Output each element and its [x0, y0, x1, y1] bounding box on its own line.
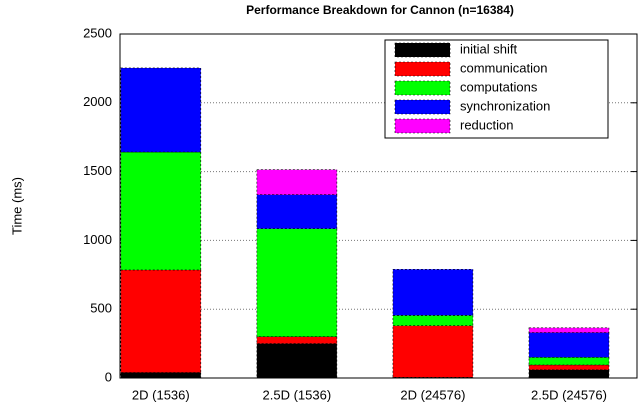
- legend-label: reduction: [460, 117, 513, 132]
- legend-label: initial shift: [460, 41, 517, 56]
- bar-segment: [528, 332, 610, 358]
- bar-segment: [120, 67, 202, 153]
- y-tick-label: 2000: [83, 94, 112, 109]
- bar-segment: [528, 364, 610, 371]
- y-tick-label: 1500: [83, 163, 112, 178]
- bar-segment: [392, 268, 474, 316]
- bar-segment: [120, 269, 202, 373]
- bar-segment: [528, 369, 610, 379]
- bar-segment: [528, 357, 610, 366]
- legend-swatch: [394, 61, 451, 77]
- bar-segment: [256, 169, 338, 196]
- bar-segment: [256, 228, 338, 338]
- legend-label: communication: [460, 60, 547, 75]
- legend-swatch: [394, 80, 451, 96]
- y-tick-label: 2500: [83, 25, 112, 40]
- bar-segment: [256, 336, 338, 344]
- y-tick-label: 500: [90, 301, 112, 316]
- x-tick-label: 2.5D (1536): [263, 387, 332, 402]
- bar-segment: [120, 372, 202, 379]
- y-axis-label: Time (ms): [9, 177, 24, 235]
- x-tick-label: 2D (1536): [132, 387, 190, 402]
- bar-segment: [392, 315, 474, 327]
- bar-segment: [392, 325, 474, 378]
- legend-label: computations: [460, 79, 538, 94]
- x-tick-label: 2.5D (24576): [531, 387, 607, 402]
- legend-swatch: [394, 99, 451, 115]
- y-tick-label: 0: [105, 369, 112, 384]
- y-tick-label: 1000: [83, 232, 112, 247]
- legend-swatch: [394, 42, 451, 58]
- bar-segment: [120, 151, 202, 271]
- legend-label: synchronization: [460, 98, 550, 113]
- legend-swatch: [394, 118, 451, 134]
- x-tick-label: 2D (24576): [400, 387, 465, 402]
- bar-segment: [528, 327, 610, 333]
- bar-segment: [256, 343, 338, 379]
- bar-segment: [256, 194, 338, 230]
- chart-title: Performance Breakdown for Cannon (n=1638…: [246, 3, 514, 17]
- plot-frame: [119, 33, 638, 379]
